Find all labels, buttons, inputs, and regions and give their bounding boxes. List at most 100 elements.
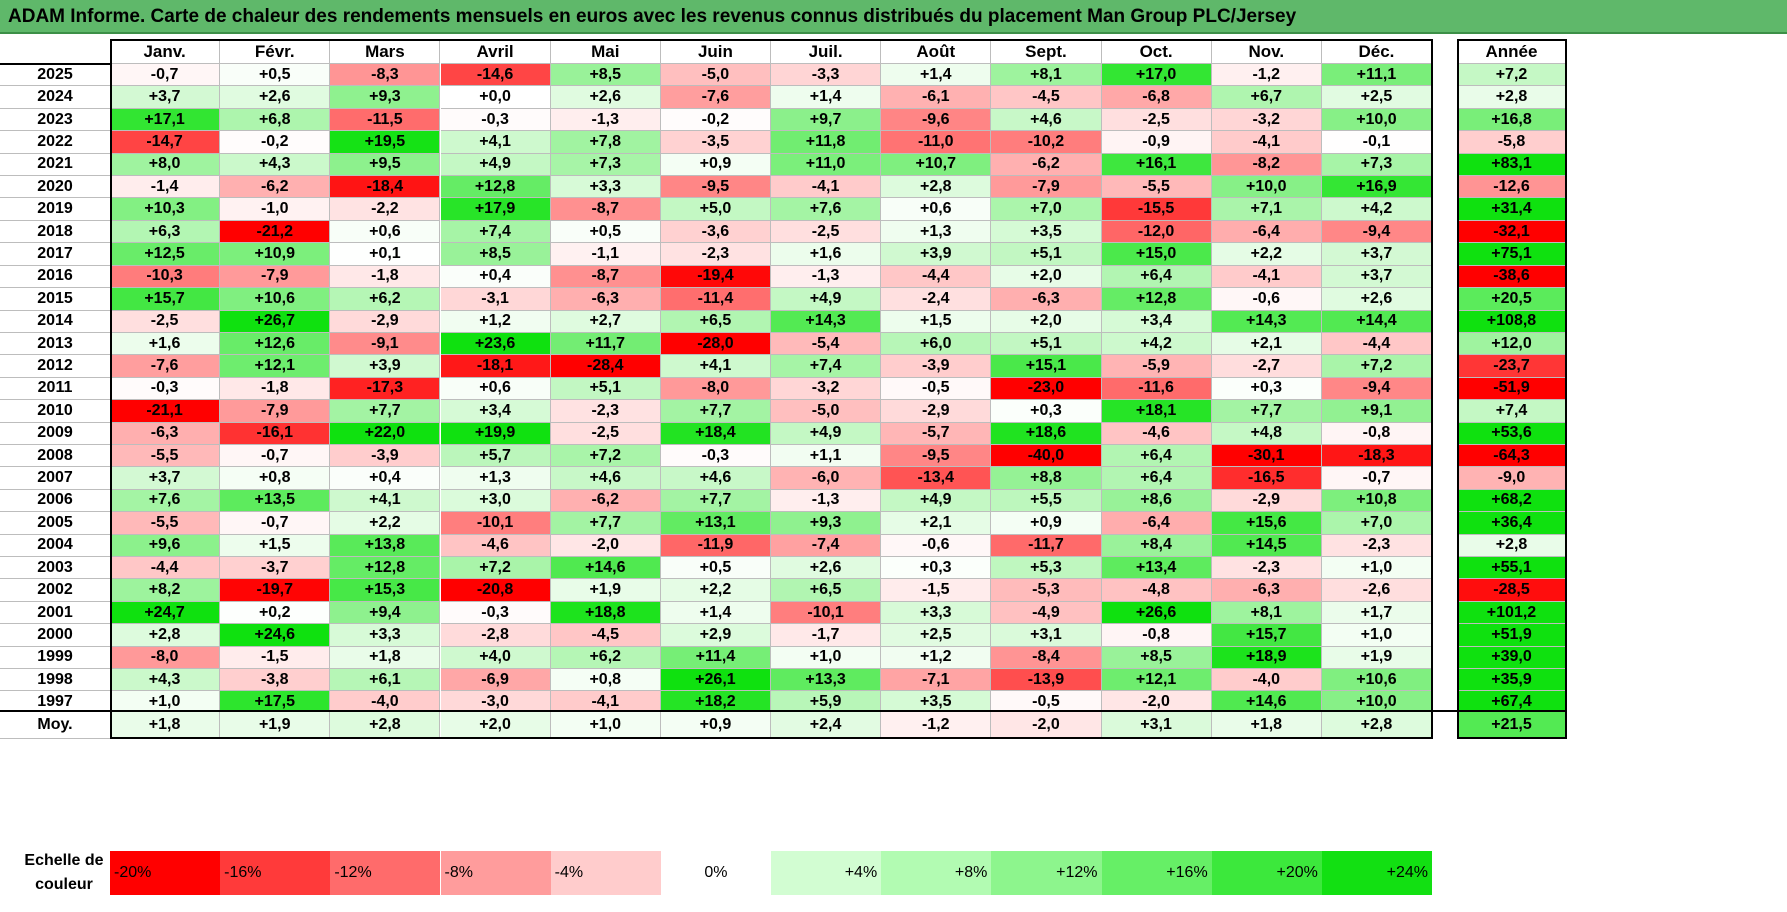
heatmap-cell: +2,1	[881, 512, 992, 535]
heatmap-cell: +14,3	[771, 310, 882, 333]
heatmap-cell: +0,8	[550, 669, 661, 692]
heatmap-cell: +4,0	[440, 646, 551, 670]
heatmap-cell: -1,3	[771, 489, 882, 513]
heatmap-cell: +4,1	[660, 355, 771, 378]
legend-swatch: -4%	[550, 851, 661, 895]
heatmap-cell: +0,3	[1211, 377, 1322, 401]
heatmap-cell: +7,4	[440, 220, 551, 244]
heatmap-cell: -6,4	[1101, 512, 1212, 535]
heatmap-cell: +5,9	[771, 691, 882, 714]
heatmap-cell: -5,5	[110, 444, 221, 468]
heatmap-cell: +10,6	[1321, 669, 1433, 692]
row-year-label: 2025	[0, 64, 110, 87]
heatmap-cell: -1,8	[330, 265, 441, 289]
heatmap-cell: -0,1	[1321, 131, 1433, 154]
heatmap-cell: +3,3	[330, 624, 441, 647]
heatmap-cell: -9,6	[881, 108, 992, 132]
average-cell: +2,0	[440, 711, 551, 739]
legend-swatch: +16%	[1101, 851, 1212, 895]
heatmap-cell: +18,9	[1211, 646, 1322, 670]
heatmap-cell: +0,6	[440, 377, 551, 401]
annual-cell: +7,4	[1457, 400, 1567, 423]
heatmap-cell: +4,2	[1321, 198, 1433, 221]
heatmap-cell: +7,2	[440, 557, 551, 580]
heatmap-cell: +9,1	[1321, 400, 1433, 423]
heatmap-cell: -1,5	[881, 579, 992, 602]
heatmap-cell: +15,7	[1211, 624, 1322, 647]
heatmap-cell: -9,5	[881, 444, 992, 468]
heatmap-cell: -5,9	[1101, 355, 1212, 378]
heatmap-cell: -2,5	[1101, 108, 1212, 132]
heatmap-cell: +3,7	[1321, 265, 1433, 289]
heatmap-cell: -10,2	[991, 131, 1102, 154]
heatmap-cell: -3,9	[881, 355, 992, 378]
heatmap-cell: +2,0	[991, 310, 1102, 333]
heatmap-cell: +5,0	[660, 198, 771, 221]
heatmap-cell: +11,7	[550, 332, 661, 356]
heatmap-cell: +0,2	[220, 601, 331, 625]
heatmap-cell: -6,1	[881, 86, 992, 109]
legend-swatch: +20%	[1211, 851, 1322, 895]
heatmap-cell: -7,9	[220, 400, 331, 423]
heatmap-cell: +13,5	[220, 489, 331, 513]
heatmap-cell: -3,5	[660, 131, 771, 154]
annual-cell: +55,1	[1457, 557, 1567, 580]
heatmap-cell: -14,7	[110, 131, 221, 154]
heatmap-cell: +12,1	[220, 355, 331, 378]
heatmap-cell: -11,6	[1101, 377, 1212, 401]
heatmap-cell: +2,2	[1211, 243, 1322, 266]
heatmap-cell: -11,5	[330, 108, 441, 132]
heatmap-cell: +0,6	[330, 220, 441, 244]
heatmap-cell: +3,9	[330, 355, 441, 378]
heatmap-cell: +4,9	[771, 288, 882, 311]
heatmap-cell: -11,0	[881, 131, 992, 154]
annual-cell: +31,4	[1457, 198, 1567, 221]
column-header: Avril	[440, 41, 551, 64]
heatmap-cell: +9,3	[330, 86, 441, 109]
heatmap-cell: -3,7	[220, 557, 331, 580]
heatmap-cell: -2,9	[881, 400, 992, 423]
row-year-label: 2002	[0, 579, 110, 602]
heatmap-cell: +1,9	[550, 579, 661, 602]
heatmap-cell: -1,3	[771, 265, 882, 289]
heatmap-cell: +1,5	[220, 534, 331, 558]
heatmap-cell: -28,0	[660, 332, 771, 356]
heatmap-cell: -21,2	[220, 220, 331, 244]
annual-cell: -32,1	[1457, 220, 1567, 244]
heatmap-cell: -6,2	[991, 153, 1102, 177]
heatmap-cell: -2,3	[550, 400, 661, 423]
row-year-label: 2000	[0, 624, 110, 647]
heatmap-cell: +6,1	[330, 669, 441, 692]
heatmap-cell: -0,3	[110, 377, 221, 401]
heatmap-cell: -0,2	[220, 131, 331, 154]
average-row-label: Moy.	[0, 711, 110, 739]
heatmap-cell: -0,7	[220, 444, 331, 468]
heatmap-cell: +4,9	[440, 153, 551, 177]
heatmap-cell: +1,9	[1321, 646, 1433, 670]
heatmap-cell: +2,5	[881, 624, 992, 647]
annual-cell: +53,6	[1457, 422, 1567, 445]
heatmap-cell: +19,9	[440, 422, 551, 445]
heatmap-cell: -13,4	[881, 467, 992, 490]
heatmap-cell: -2,3	[1321, 534, 1433, 558]
heatmap-cell: +24,7	[110, 601, 221, 625]
heatmap-cell: +12,8	[330, 557, 441, 580]
heatmap-cell: -0,7	[110, 64, 221, 87]
annual-cell: -23,7	[1457, 355, 1567, 378]
heatmap-cell: +6,2	[550, 646, 661, 670]
heatmap-cell: +10,9	[220, 243, 331, 266]
heatmap-cell: -5,0	[660, 64, 771, 87]
row-year-label: 2014	[0, 310, 110, 333]
row-year-label: 2006	[0, 489, 110, 513]
legend-swatch: +4%	[771, 851, 882, 895]
heatmap-cell: +14,6	[550, 557, 661, 580]
heatmap-cell: +12,5	[110, 243, 221, 266]
column-header: Oct.	[1101, 41, 1212, 64]
heatmap-cell: +9,7	[771, 108, 882, 132]
heatmap-cell: -0,8	[1101, 624, 1212, 647]
legend-swatch: +8%	[881, 851, 992, 895]
heatmap-cell: +18,2	[660, 691, 771, 714]
annual-cell: +2,8	[1457, 534, 1567, 558]
heatmap-cell: -30,1	[1211, 444, 1322, 468]
heatmap-cell: -4,1	[1211, 265, 1322, 289]
